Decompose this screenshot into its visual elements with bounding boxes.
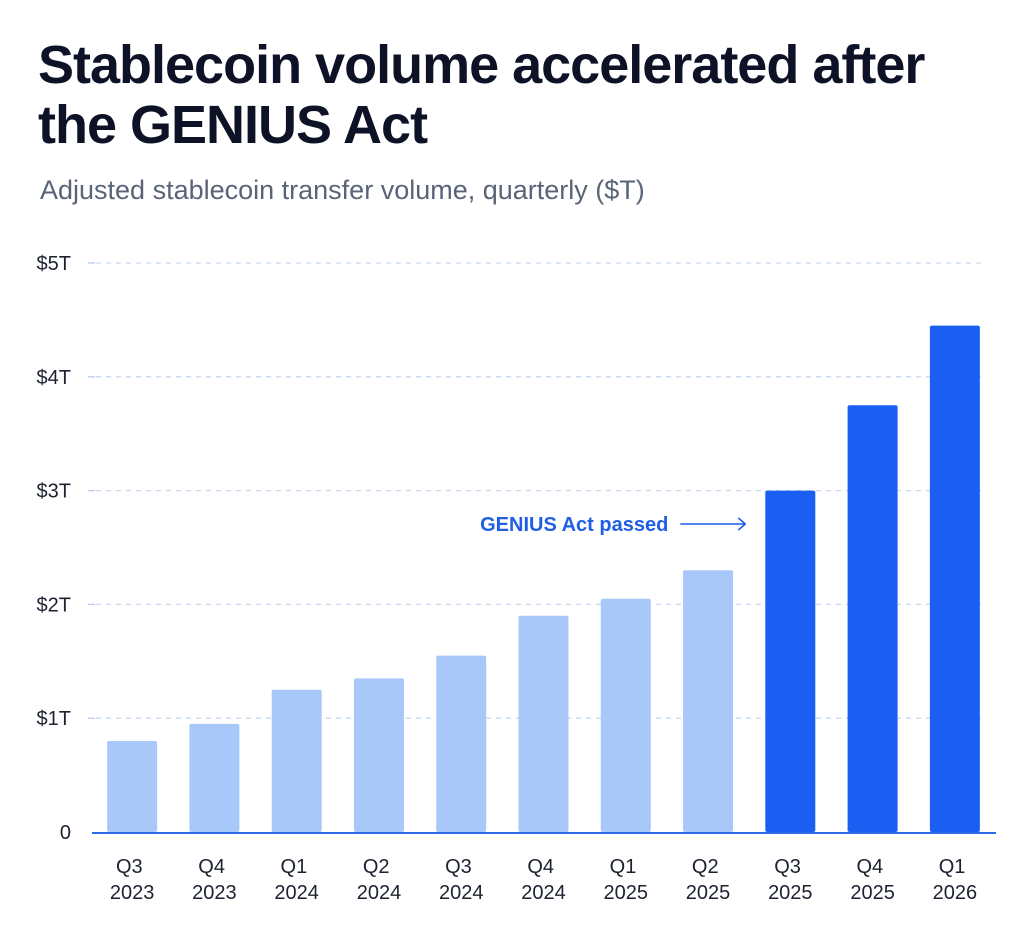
annotation-arrow — [680, 517, 747, 531]
x-tick-year: 2024 — [439, 882, 484, 904]
y-tick-label: $5T — [37, 253, 71, 275]
bar-q1-2025 — [600, 598, 651, 832]
bar-q4-2023 — [189, 723, 240, 832]
x-tick-year: 2025 — [604, 882, 649, 904]
x-tick-label: Q2 2025 — [686, 856, 731, 904]
x-tick-year: 2024 — [274, 882, 319, 904]
x-tick-label: Q1 2026 — [933, 856, 978, 904]
chart-title: Stablecoin volume accelerated after the … — [38, 35, 925, 155]
x-tick-quarter: Q2 — [363, 856, 390, 878]
bar-q2-2025 — [683, 570, 734, 832]
bar-q2-2024 — [353, 678, 404, 832]
x-tick-label: Q3 2024 — [439, 856, 484, 904]
bar-q3-2024 — [436, 655, 487, 832]
bar-q4-2025 — [847, 405, 898, 832]
x-tick-label: Q4 2024 — [521, 856, 566, 904]
x-tick-year: 2023 — [192, 882, 237, 904]
x-tick-label: Q4 2023 — [192, 856, 237, 904]
x-tick-quarter: Q4 — [198, 856, 225, 878]
bar-q1-2026 — [929, 325, 980, 832]
x-tick-year: 2025 — [768, 882, 813, 904]
x-tick-quarter: Q3 — [445, 856, 472, 878]
annotation: GENIUS Act passed — [480, 514, 747, 536]
y-tick-label: 0 — [60, 822, 71, 844]
x-tick-quarter: Q3 — [774, 856, 801, 878]
annotation-label: GENIUS Act passed — [480, 514, 668, 536]
x-tick-quarter: Q2 — [692, 856, 719, 878]
bar-q3-2025 — [765, 490, 816, 832]
x-tick-label: Q4 2025 — [850, 856, 895, 904]
x-tick-year: 2026 — [933, 882, 978, 904]
x-tick-quarter: Q4 — [527, 856, 554, 878]
x-tick-year: 2024 — [357, 882, 402, 904]
x-tick-year: 2024 — [521, 882, 566, 904]
x-tick-year: 2025 — [686, 882, 731, 904]
x-tick-label: Q1 2025 — [604, 856, 649, 904]
chart-subtitle: Adjusted stablecoin transfer volume, qua… — [40, 175, 645, 205]
x-tick-quarter: Q1 — [281, 856, 308, 878]
bar-q3-2023 — [107, 740, 158, 832]
bar-q1-2024 — [271, 689, 322, 832]
y-tick-label: $4T — [37, 367, 71, 389]
bar-q4-2024 — [518, 615, 569, 832]
x-tick-label: Q1 2024 — [274, 856, 319, 904]
x-tick-year: 2025 — [850, 882, 895, 904]
x-tick-label: Q3 2025 — [768, 856, 813, 904]
x-tick-quarter: Q4 — [856, 856, 883, 878]
y-tick-label: $1T — [37, 708, 71, 730]
x-tick-quarter: Q1 — [939, 856, 966, 878]
x-tick-label: Q3 2023 — [110, 856, 155, 904]
y-tick-label: $3T — [37, 481, 71, 503]
x-tick-quarter: Q1 — [610, 856, 637, 878]
x-tick-year: 2023 — [110, 882, 155, 904]
x-tick-quarter: Q3 — [116, 856, 143, 878]
x-tick-label: Q2 2024 — [357, 856, 402, 904]
y-tick-label: $2T — [37, 594, 71, 616]
